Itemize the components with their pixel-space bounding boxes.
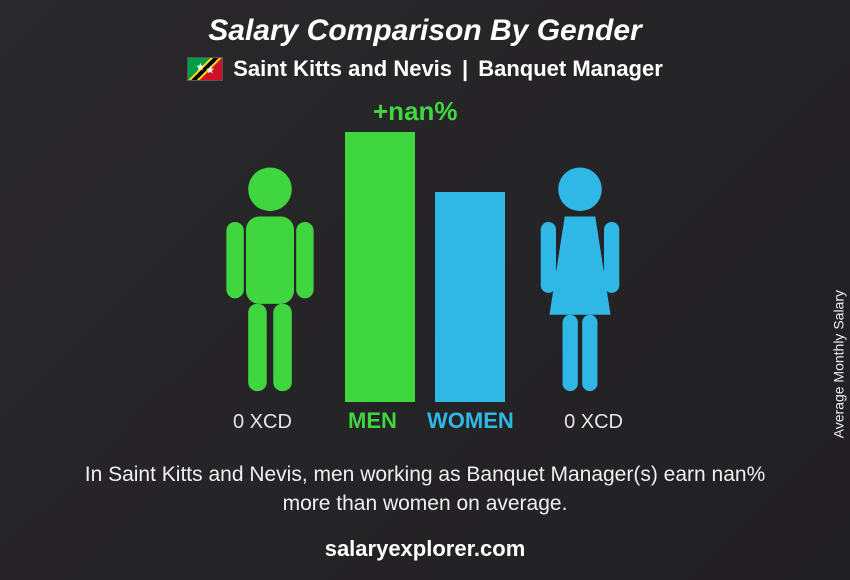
men-value: 0 XCD — [233, 411, 292, 434]
page-title: Salary Comparison By Gender — [0, 0, 850, 48]
men-label: MEN — [348, 408, 397, 434]
bar-women — [435, 192, 505, 402]
footer-link[interactable]: salaryexplorer.com — [0, 536, 850, 562]
description-text: In Saint Kitts and Nevis, men working as… — [60, 460, 790, 519]
side-axis-label: Average Monthly Salary — [830, 290, 846, 438]
role-label: Banquet Manager — [478, 56, 663, 82]
subtitle-row: Saint Kitts and Nevis | Banquet Manager — [0, 56, 850, 82]
separator: | — [462, 56, 468, 82]
country-label: Saint Kitts and Nevis — [233, 56, 452, 82]
percentage-label: +nan% — [373, 96, 458, 127]
bar-men — [345, 132, 415, 402]
women-label: WOMEN — [427, 408, 514, 434]
man-icon — [215, 162, 325, 402]
woman-icon — [525, 162, 635, 402]
chart-area: +nan% MEN WOMEN 0 XCD 0 XCD — [145, 102, 705, 442]
flag-icon — [187, 57, 223, 81]
women-value: 0 XCD — [564, 411, 623, 434]
